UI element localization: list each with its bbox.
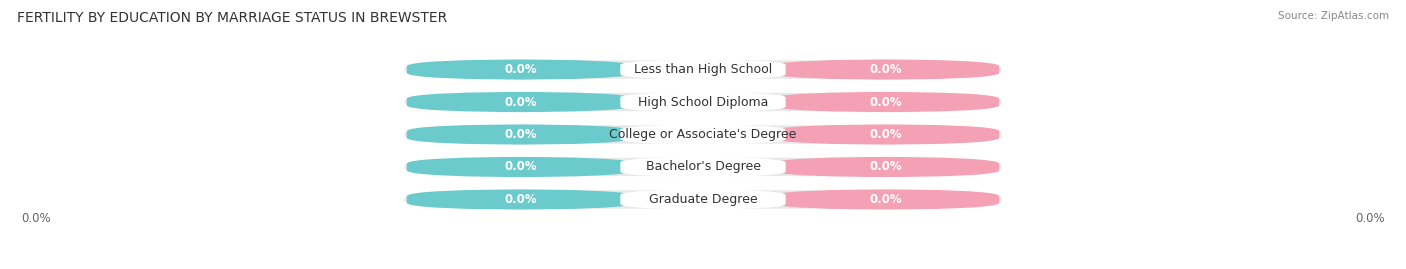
Text: FERTILITY BY EDUCATION BY MARRIAGE STATUS IN BREWSTER: FERTILITY BY EDUCATION BY MARRIAGE STATU… (17, 11, 447, 25)
FancyBboxPatch shape (406, 157, 634, 177)
Text: 0.0%: 0.0% (869, 193, 901, 206)
Text: 0.0%: 0.0% (1355, 213, 1385, 225)
Text: Graduate Degree: Graduate Degree (648, 193, 758, 206)
FancyBboxPatch shape (772, 157, 1000, 177)
FancyBboxPatch shape (772, 59, 1000, 80)
FancyBboxPatch shape (620, 124, 786, 145)
Text: 0.0%: 0.0% (505, 193, 537, 206)
FancyBboxPatch shape (404, 91, 1002, 112)
Text: Bachelor's Degree: Bachelor's Degree (645, 161, 761, 174)
FancyBboxPatch shape (404, 124, 1002, 145)
FancyBboxPatch shape (772, 189, 1000, 210)
Text: 0.0%: 0.0% (505, 128, 537, 141)
Text: 0.0%: 0.0% (505, 161, 537, 174)
FancyBboxPatch shape (404, 59, 1002, 80)
FancyBboxPatch shape (620, 189, 786, 210)
FancyBboxPatch shape (772, 92, 1000, 112)
FancyBboxPatch shape (406, 189, 634, 210)
Text: 0.0%: 0.0% (505, 95, 537, 108)
Text: 0.0%: 0.0% (21, 213, 51, 225)
Text: High School Diploma: High School Diploma (638, 95, 768, 108)
Text: 0.0%: 0.0% (869, 63, 901, 76)
FancyBboxPatch shape (404, 189, 1002, 210)
FancyBboxPatch shape (620, 157, 786, 177)
Text: 0.0%: 0.0% (869, 128, 901, 141)
FancyBboxPatch shape (404, 157, 1002, 178)
FancyBboxPatch shape (620, 92, 786, 112)
Text: Less than High School: Less than High School (634, 63, 772, 76)
Text: College or Associate's Degree: College or Associate's Degree (609, 128, 797, 141)
Text: 0.0%: 0.0% (869, 95, 901, 108)
FancyBboxPatch shape (406, 59, 634, 80)
FancyBboxPatch shape (772, 124, 1000, 145)
Text: Source: ZipAtlas.com: Source: ZipAtlas.com (1278, 11, 1389, 21)
FancyBboxPatch shape (406, 124, 634, 145)
FancyBboxPatch shape (620, 59, 786, 80)
Text: 0.0%: 0.0% (869, 161, 901, 174)
FancyBboxPatch shape (406, 92, 634, 112)
Text: 0.0%: 0.0% (505, 63, 537, 76)
